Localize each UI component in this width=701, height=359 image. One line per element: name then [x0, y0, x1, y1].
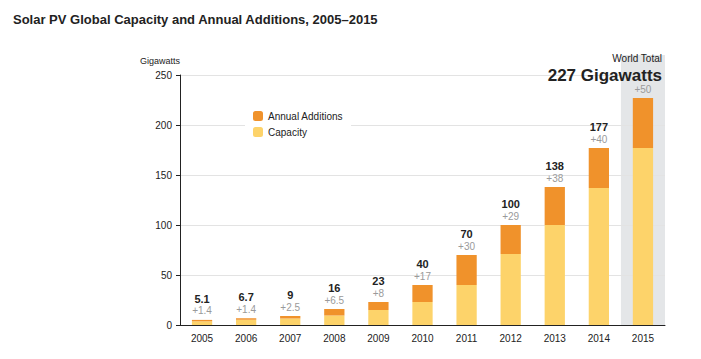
svg-text:+1.4: +1.4: [236, 304, 256, 315]
svg-text:40: 40: [416, 258, 428, 270]
svg-text:+29: +29: [502, 211, 519, 222]
svg-text:2005: 2005: [191, 333, 214, 344]
svg-text:177: 177: [590, 121, 608, 133]
svg-text:6.7: 6.7: [238, 291, 253, 303]
svg-text:+30: +30: [458, 241, 475, 252]
svg-text:16: 16: [328, 282, 340, 294]
svg-text:+6.5: +6.5: [324, 295, 344, 306]
svg-text:2010: 2010: [411, 333, 434, 344]
svg-text:+8: +8: [373, 288, 385, 299]
svg-text:100: 100: [155, 220, 172, 231]
svg-text:100: 100: [502, 198, 520, 210]
svg-text:Solar PV Global Capacity and A: Solar PV Global Capacity and Annual Addi…: [13, 12, 378, 27]
svg-text:+17: +17: [414, 271, 431, 282]
svg-text:+1.4: +1.4: [192, 305, 212, 316]
svg-text:World Total: World Total: [612, 53, 662, 64]
svg-text:Capacity: Capacity: [268, 127, 307, 138]
svg-text:5.1: 5.1: [194, 293, 209, 305]
svg-text:+50: +50: [634, 84, 651, 95]
svg-text:23: 23: [372, 275, 384, 287]
svg-text:227 Gigawatts: 227 Gigawatts: [548, 66, 662, 85]
svg-text:Gigawatts: Gigawatts: [140, 56, 181, 66]
svg-text:150: 150: [155, 170, 172, 181]
svg-text:2009: 2009: [367, 333, 390, 344]
svg-text:70: 70: [460, 228, 472, 240]
svg-text:+38: +38: [546, 173, 563, 184]
svg-text:2013: 2013: [544, 333, 567, 344]
svg-text:2008: 2008: [323, 333, 346, 344]
svg-text:2015: 2015: [632, 333, 655, 344]
svg-text:2006: 2006: [235, 333, 258, 344]
svg-text:+40: +40: [590, 134, 607, 145]
svg-text:2014: 2014: [588, 333, 611, 344]
svg-text:200: 200: [155, 120, 172, 131]
svg-text:Annual Additions: Annual Additions: [268, 111, 343, 122]
svg-text:250: 250: [155, 70, 172, 81]
svg-text:9: 9: [287, 289, 293, 301]
svg-text:0: 0: [166, 320, 172, 331]
svg-text:138: 138: [546, 160, 564, 172]
svg-text:+2.5: +2.5: [280, 302, 300, 313]
svg-text:2011: 2011: [456, 333, 478, 344]
svg-text:2012: 2012: [500, 333, 523, 344]
svg-text:50: 50: [161, 270, 173, 281]
svg-text:2007: 2007: [279, 333, 302, 344]
